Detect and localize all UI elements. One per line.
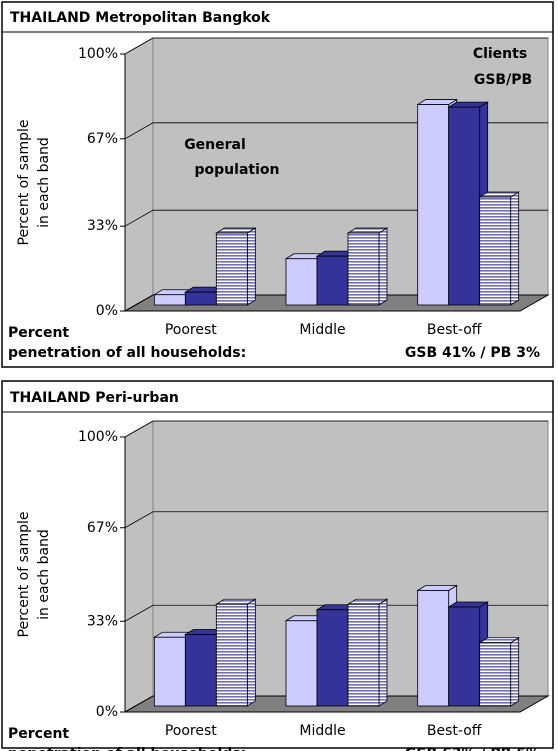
chart-title: THAILAND Metropolitan Bangkok — [10, 10, 271, 26]
y-tick-label: 33% — [87, 218, 118, 234]
y-tick-label: 0% — [96, 303, 118, 319]
footer-note: GSB 63% / PB 5% — [405, 746, 540, 751]
footer-text: penetration of all households: — [8, 345, 246, 361]
bar — [448, 106, 481, 306]
grid-line — [124, 420, 548, 438]
side-wall — [124, 37, 154, 312]
y-tick-label: 0% — [96, 704, 118, 720]
y-axis-label: Percent of sample — [16, 512, 32, 638]
x-tick-label: Best-off — [427, 723, 482, 739]
bar — [285, 258, 318, 306]
y-tick-label: 67% — [87, 131, 118, 147]
bar — [153, 294, 186, 306]
bar — [347, 603, 380, 707]
y-axis-label: Percent of sample — [16, 120, 32, 246]
bar-side — [510, 637, 520, 707]
bar-side — [246, 227, 256, 306]
bar — [316, 609, 349, 707]
grid-line — [124, 604, 548, 622]
bar-side — [378, 227, 388, 306]
grid-line — [124, 37, 548, 55]
bar — [417, 104, 450, 306]
grid-line — [124, 511, 548, 529]
y-tick-label: 33% — [87, 613, 118, 629]
y-axis-label: in each band — [36, 529, 52, 620]
x-tick-label: Poorest — [165, 723, 217, 739]
y-tick-label: 100% — [78, 46, 118, 62]
annotation: GSB/PB — [474, 72, 532, 88]
grid-line — [124, 209, 548, 227]
chart-title: THAILAND Peri-urban — [10, 390, 179, 406]
bar — [479, 196, 512, 306]
grid-line — [124, 695, 548, 713]
x-tick-label: Middle — [299, 723, 345, 739]
x-tick-label: Best-off — [427, 322, 482, 338]
grid-line — [124, 122, 548, 140]
annotation: Clients — [473, 46, 527, 62]
y-axis-label: in each band — [36, 137, 52, 228]
bar — [347, 232, 380, 306]
y-tick-label: 67% — [87, 520, 118, 536]
bar — [285, 620, 318, 707]
side-wall — [124, 420, 154, 713]
footer-text: Percent — [8, 325, 69, 341]
grid-line — [124, 294, 548, 312]
annotation: population — [195, 162, 280, 178]
bar-side — [510, 191, 520, 306]
bar — [479, 642, 512, 707]
footer-text: Percent — [8, 726, 69, 742]
bar — [184, 634, 217, 707]
y-tick-label: 100% — [78, 429, 118, 445]
bar — [215, 232, 248, 306]
x-tick-label: Middle — [299, 322, 345, 338]
bar — [316, 255, 349, 306]
footer-text: penetration of all households: — [8, 746, 246, 751]
bar — [417, 590, 450, 707]
annotation: General — [184, 137, 246, 153]
bar — [184, 291, 217, 306]
bar — [215, 603, 248, 707]
x-tick-label: Poorest — [165, 322, 217, 338]
bar — [153, 636, 186, 707]
bar-side — [378, 598, 388, 707]
bar-side — [246, 598, 256, 707]
bar — [448, 606, 481, 707]
footer-note: GSB 41% / PB 3% — [405, 345, 540, 361]
